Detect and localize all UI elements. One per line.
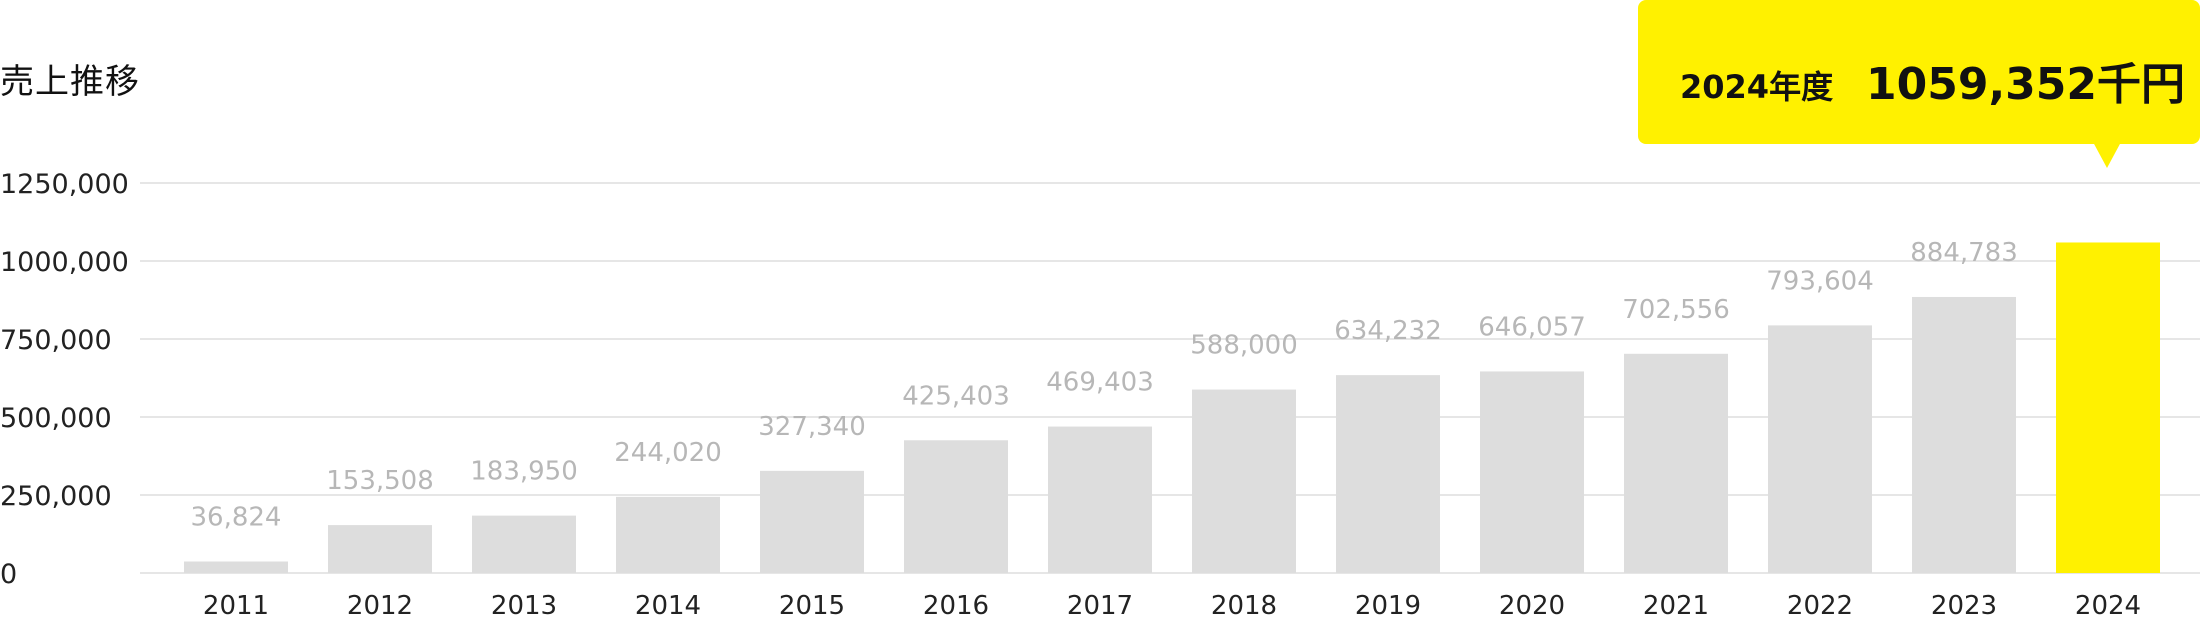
x-tick-label: 2024 <box>2075 591 2141 621</box>
bar-value-label: 469,403 <box>1046 368 1154 398</box>
y-tick-label: 500,000 <box>0 403 112 434</box>
bar-value-label: 793,604 <box>1766 266 1874 296</box>
bar-2012 <box>328 525 432 573</box>
chart-title: 売上推移 <box>0 62 140 102</box>
bar-2013 <box>472 515 576 573</box>
callout-pointer <box>2093 142 2121 168</box>
x-tick-label: 2015 <box>779 591 845 621</box>
bar-value-label: 884,783 <box>1910 238 2018 268</box>
y-tick-label: 0 <box>0 559 17 590</box>
bar-2019 <box>1336 375 1440 573</box>
bar-2018 <box>1192 389 1296 573</box>
bar-value-label: 588,000 <box>1190 331 1298 361</box>
x-tick-label: 2014 <box>635 591 701 621</box>
y-tick-label: 750,000 <box>0 325 112 356</box>
bar-2016 <box>904 440 1008 573</box>
bar-2011 <box>184 561 288 573</box>
x-tick-label: 2011 <box>203 591 269 621</box>
bar-value-label: 702,556 <box>1622 295 1730 325</box>
x-tick-label: 2021 <box>1643 591 1709 621</box>
bar-value-label: 36,824 <box>191 503 282 533</box>
bar-2021 <box>1624 353 1728 573</box>
bar-value-label: 153,508 <box>326 466 434 496</box>
bar-2017 <box>1048 426 1152 573</box>
x-tick-label: 2012 <box>347 591 413 621</box>
bar-value-label: 646,057 <box>1478 312 1586 342</box>
x-tick-label: 2022 <box>1787 591 1853 621</box>
bar-2015 <box>760 470 864 573</box>
highlight-callout <box>1638 0 2200 144</box>
bar-value-label: 425,403 <box>902 381 1010 411</box>
y-tick-label: 1000,000 <box>0 247 129 278</box>
bar-value-label: 183,950 <box>470 457 578 487</box>
bar-value-label: 327,340 <box>758 412 866 442</box>
x-tick-label: 2019 <box>1355 591 1421 621</box>
bar-2014 <box>616 496 720 573</box>
x-tick-label: 2018 <box>1211 591 1277 621</box>
bar-2022 <box>1768 325 1872 573</box>
y-tick-label: 250,000 <box>0 481 112 512</box>
x-tick-label: 2023 <box>1931 591 1997 621</box>
x-tick-label: 2016 <box>923 591 989 621</box>
x-tick-label: 2017 <box>1067 591 1133 621</box>
bar-2023 <box>1912 296 2016 573</box>
x-tick-label: 2020 <box>1499 591 1565 621</box>
x-tick-label: 2013 <box>491 591 557 621</box>
bar-value-label: 244,020 <box>614 438 722 468</box>
bar-2020 <box>1480 371 1584 573</box>
callout-value-label: 1059,352千円 <box>1866 59 2186 110</box>
bar-value-label: 634,232 <box>1334 316 1442 346</box>
y-tick-label: 1250,000 <box>0 169 129 200</box>
bar-2024 <box>2056 242 2160 573</box>
callout-year-label: 2024年度 <box>1680 68 1834 106</box>
